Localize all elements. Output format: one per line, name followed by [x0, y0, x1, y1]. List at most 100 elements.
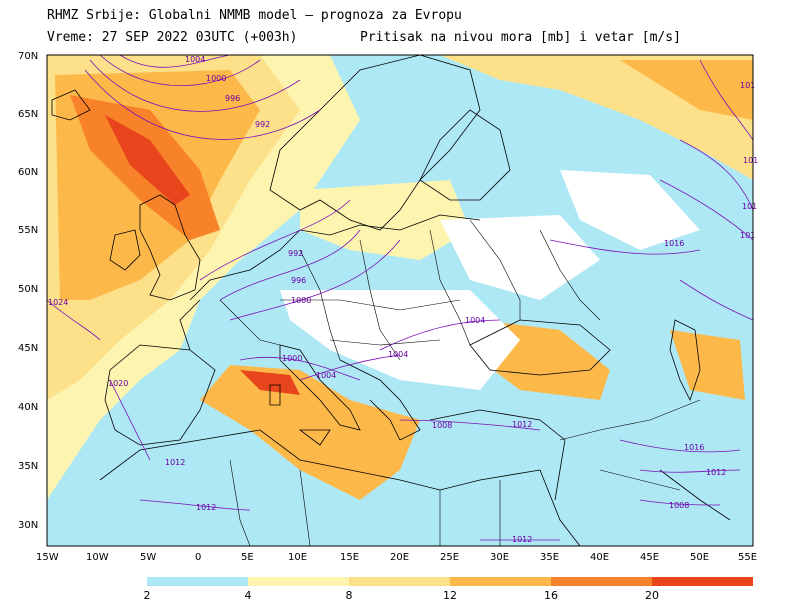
isobar-101-d — [679, 279, 753, 321]
iceland-coast — [51, 89, 91, 121]
isobar-1016-b — [619, 439, 741, 453]
legend-label: 12 — [443, 589, 457, 602]
isobar-101-a — [699, 59, 753, 141]
svg-text:1004: 1004 — [388, 350, 408, 359]
border-2 — [299, 249, 341, 361]
balkan-coast — [339, 359, 421, 441]
isobar-992-a — [84, 69, 321, 140]
legend-label: 20 — [645, 589, 659, 602]
svg-text:101: 101 — [742, 202, 757, 211]
lon-tick-label: 35E — [540, 552, 559, 563]
map-frame — [46, 54, 754, 547]
lat-tick-label: 45N — [18, 343, 38, 354]
borders — [219, 219, 701, 546]
lat-axis: 70N 65N 60N 55N 50N 45N 40N 35N 30N — [18, 51, 38, 531]
legend-swatch — [147, 577, 248, 586]
isobar-101-b — [679, 139, 753, 211]
lon-tick-label: 5W — [140, 552, 156, 563]
isobar-1000-b — [229, 239, 401, 321]
sicily-coast — [298, 429, 331, 446]
svg-text:1004: 1004 — [185, 55, 205, 64]
north-africa-coast — [99, 429, 541, 491]
sardinia-coast — [269, 384, 281, 406]
calm-area-central — [280, 290, 520, 390]
legend-label: 16 — [544, 589, 558, 602]
svg-text:1008: 1008 — [432, 421, 452, 430]
forecast-time: Vreme: 27 SEP 2022 03UTC (+003h) — [47, 30, 298, 45]
italy-coast — [279, 344, 361, 431]
svg-text:992: 992 — [255, 120, 270, 129]
lon-tick-label: 45E — [640, 552, 659, 563]
lon-tick-label: 25E — [440, 552, 459, 563]
wind-speed-legend — [147, 577, 753, 586]
legend-label: 4 — [244, 589, 252, 602]
isobar-1004 — [119, 55, 231, 68]
wind-field — [47, 55, 753, 546]
border-1 — [219, 299, 281, 346]
border-5 — [469, 219, 521, 320]
isobar-1020 — [109, 379, 151, 461]
border-8 — [329, 339, 441, 346]
lon-tick-label: 10W — [86, 552, 109, 563]
isobar-1004-a — [299, 354, 401, 381]
lon-tick-label: 50E — [690, 552, 709, 563]
finland-coast — [419, 109, 511, 201]
wind-area-caspian — [670, 330, 745, 400]
lat-tick-label: 50N — [18, 284, 38, 295]
svg-text:1000: 1000 — [282, 354, 302, 363]
legend-swatch — [450, 577, 551, 586]
lon-tick-label: 55E — [738, 552, 757, 563]
lon-tick-label: 40E — [590, 552, 609, 563]
border-10 — [599, 469, 681, 491]
wind-area-med-max — [240, 370, 300, 395]
svg-text:1008: 1008 — [669, 501, 689, 510]
wind-area-max — [105, 115, 190, 205]
lat-tick-label: 55N — [18, 225, 38, 236]
isobar-1024 — [47, 299, 101, 341]
border-12 — [299, 469, 311, 546]
svg-text:101: 101 — [743, 156, 758, 165]
lon-tick-label: 15W — [36, 552, 59, 563]
lon-tick-label: 15E — [340, 552, 359, 563]
svg-text:1012: 1012 — [706, 468, 726, 477]
lon-tick-label: 30E — [490, 552, 509, 563]
svg-text:1012: 1012 — [512, 535, 532, 544]
isobar-996-a — [89, 59, 301, 112]
svg-text:996: 996 — [225, 94, 240, 103]
britain-coast — [139, 194, 201, 301]
lon-tick-label: 20E — [390, 552, 409, 563]
isobars — [47, 55, 753, 541]
lat-tick-label: 65N — [18, 109, 38, 120]
calm-area-east — [440, 215, 600, 300]
border-9 — [559, 399, 701, 441]
svg-text:1016: 1016 — [684, 443, 704, 452]
border-6 — [539, 229, 601, 321]
isobar-992-b — [199, 199, 351, 281]
map-title: RHMZ Srbije: Globalni NMMB model — progn… — [47, 8, 462, 23]
svg-text:1012: 1012 — [512, 420, 532, 429]
border-4 — [429, 229, 471, 346]
coastlines — [51, 55, 731, 546]
svg-text:1004: 1004 — [316, 371, 336, 380]
legend-swatch — [551, 577, 652, 586]
isobar-1012-a — [399, 419, 541, 431]
lon-tick-label: 5E — [241, 552, 254, 563]
lon-tick-label: 0 — [195, 552, 201, 563]
svg-text:1000: 1000 — [291, 296, 311, 305]
ireland-coast — [109, 229, 141, 271]
border-7 — [280, 299, 461, 311]
red-sea-coast — [539, 469, 581, 546]
svg-text:1012: 1012 — [196, 503, 216, 512]
svg-text:996: 996 — [291, 276, 306, 285]
isobar-1008 — [639, 499, 721, 506]
gulf-coast — [659, 469, 731, 521]
legend-swatch — [652, 577, 753, 586]
field-description: Pritisak na nivou mora [mb] i vetar [m/s… — [360, 30, 681, 45]
isobar-1016-a — [549, 239, 701, 255]
border-11 — [229, 459, 251, 546]
north-coast — [189, 214, 481, 301]
isobar-1012-d — [139, 499, 251, 511]
isobar-1000-c — [239, 356, 361, 381]
legend-swatch — [248, 577, 349, 586]
